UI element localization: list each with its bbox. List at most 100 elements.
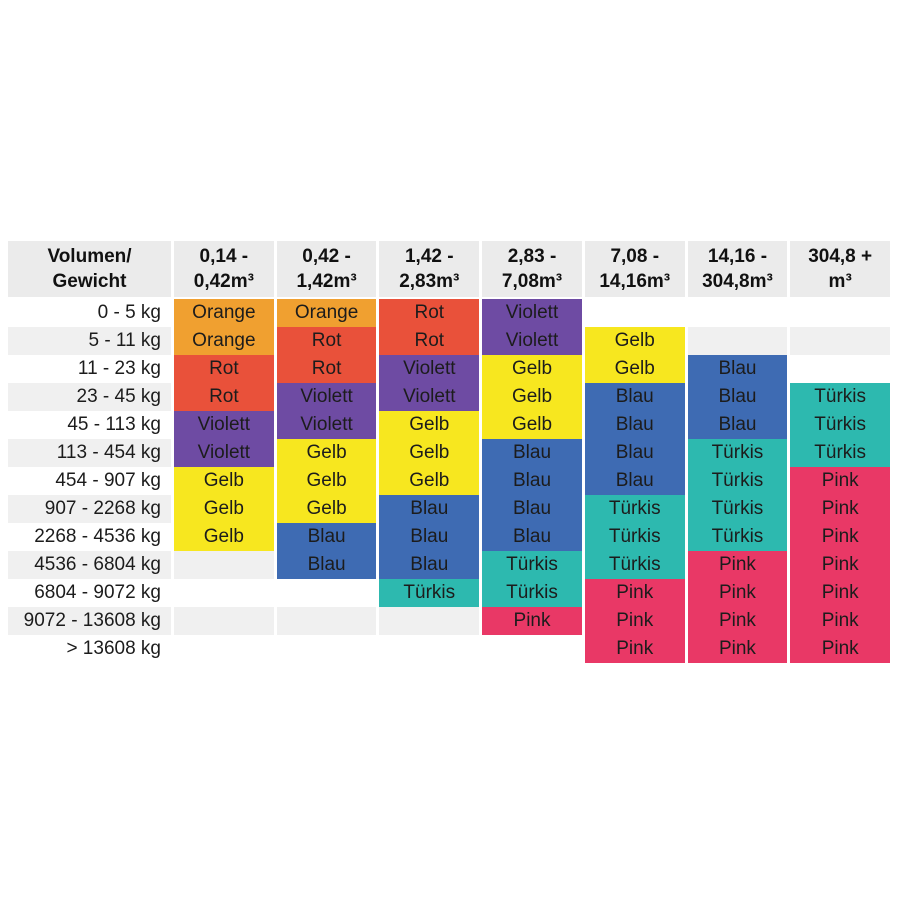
empty-cell	[379, 607, 480, 635]
empty-cell	[174, 607, 274, 635]
color-cell: Blau	[687, 411, 788, 439]
empty-cell	[379, 635, 480, 663]
color-cell: Blau	[482, 439, 582, 467]
empty-cell	[687, 327, 788, 355]
color-cell: Violett	[174, 439, 274, 467]
color-cell: Pink	[790, 579, 891, 607]
weight-label: 2268 - 4536 kg	[8, 523, 171, 551]
volume-header: 0,42 - 1,42m³	[276, 241, 377, 297]
color-cell: Türkis	[379, 579, 480, 607]
weight-label: 23 - 45 kg	[8, 383, 171, 411]
color-cell: Rot	[276, 327, 377, 355]
color-cell: Türkis	[482, 579, 582, 607]
color-cell: Blau	[584, 467, 685, 495]
table-row: 907 - 2268 kg Gelb Gelb Blau Blau Türkis Türki…	[8, 495, 891, 523]
color-cell: Gelb	[379, 467, 480, 495]
empty-cell	[276, 579, 377, 607]
color-cell: Rot	[379, 299, 480, 327]
table-row: 113 - 454 kg Violett Gelb Gelb Blau Blau Türki…	[8, 439, 891, 467]
color-cell: Gelb	[276, 495, 377, 523]
color-cell: Blau	[482, 467, 582, 495]
color-cell: Türkis	[790, 383, 891, 411]
color-cell: Gelb	[482, 411, 582, 439]
color-cell: Türkis	[687, 523, 788, 551]
weight-label: 4536 - 6804 kg	[8, 551, 171, 579]
table-row: 454 - 907 kg Gelb Gelb Gelb Blau Blau Türkis Pi…	[8, 467, 891, 495]
volume-header: 7,08 - 14,16m³	[584, 241, 685, 297]
color-cell: Türkis	[584, 523, 685, 551]
color-cell: Orange	[276, 299, 377, 327]
table-row: 0 - 5 kg Orange Orange Rot Violett	[8, 299, 891, 327]
color-cell: Gelb	[174, 523, 274, 551]
color-cell: Blau	[584, 439, 685, 467]
table-row: 2268 - 4536 kg Gelb Blau Blau Blau Türkis Türk…	[8, 523, 891, 551]
color-cell: Türkis	[687, 495, 788, 523]
color-cell: Violett	[379, 383, 480, 411]
color-cell: Türkis	[687, 467, 788, 495]
color-cell: Violett	[276, 411, 377, 439]
table-row: 9072 - 13608 kg Pink Pink Pink Pink	[8, 607, 891, 635]
table-row: 5 - 11 kg Orange Rot Rot Violett Gelb	[8, 327, 891, 355]
weight-label: 0 - 5 kg	[8, 299, 171, 327]
color-cell: Türkis	[482, 551, 582, 579]
table-row: 4536 - 6804 kg Blau Blau Türkis Türkis Pink Pi…	[8, 551, 891, 579]
weight-label: 5 - 11 kg	[8, 327, 171, 355]
color-cell: Rot	[276, 355, 377, 383]
color-cell: Blau	[379, 523, 480, 551]
color-cell: Gelb	[276, 467, 377, 495]
color-cell: Rot	[379, 327, 480, 355]
corner-header: Volumen/ Gewicht	[8, 241, 171, 297]
color-cell: Pink	[687, 551, 788, 579]
color-cell: Gelb	[174, 495, 274, 523]
color-cell: Gelb	[584, 355, 685, 383]
color-cell: Blau	[379, 551, 480, 579]
table-row: > 13608 kg Pink Pink Pink	[8, 635, 891, 663]
color-cell: Blau	[276, 551, 377, 579]
color-cell: Pink	[687, 635, 788, 663]
color-cell: Blau	[584, 411, 685, 439]
color-cell: Pink	[584, 607, 685, 635]
color-cell: Pink	[482, 607, 582, 635]
color-cell: Pink	[584, 635, 685, 663]
color-cell: Türkis	[790, 439, 891, 467]
color-cell: Blau	[584, 383, 685, 411]
color-cell: Pink	[584, 579, 685, 607]
color-cell: Blau	[482, 523, 582, 551]
empty-cell	[174, 551, 274, 579]
volume-weight-table: Volumen/ Gewicht 0,14 - 0,42m³ 0,42 - 1,4…	[8, 241, 891, 663]
color-cell: Violett	[482, 327, 582, 355]
color-cell: Türkis	[584, 495, 685, 523]
volume-header: 2,83 - 7,08m³	[482, 241, 582, 297]
weight-label: 113 - 454 kg	[8, 439, 171, 467]
color-cell: Violett	[276, 383, 377, 411]
color-cell: Gelb	[379, 439, 480, 467]
color-cell: Pink	[790, 635, 891, 663]
color-cell: Türkis	[687, 439, 788, 467]
color-cell: Gelb	[584, 327, 685, 355]
color-cell: Gelb	[276, 439, 377, 467]
weight-label: 454 - 907 kg	[8, 467, 171, 495]
color-cell: Blau	[687, 383, 788, 411]
volume-header: 14,16 - 304,8m³	[687, 241, 788, 297]
volume-header: 1,42 - 2,83m³	[379, 241, 480, 297]
color-cell: Orange	[174, 299, 274, 327]
empty-cell	[790, 327, 891, 355]
empty-cell	[174, 635, 274, 663]
table-row: 6804 - 9072 kg Türkis Türkis Pink Pink Pink	[8, 579, 891, 607]
empty-cell	[482, 635, 582, 663]
color-cell: Blau	[276, 523, 377, 551]
color-cell: Pink	[687, 579, 788, 607]
volume-header: 304,8 + m³	[790, 241, 891, 297]
header-row: Volumen/ Gewicht 0,14 - 0,42m³ 0,42 - 1,4…	[8, 241, 891, 297]
weight-label: 9072 - 13608 kg	[8, 607, 171, 635]
empty-cell	[687, 299, 788, 327]
weight-label: 907 - 2268 kg	[8, 495, 171, 523]
color-cell: Pink	[790, 551, 891, 579]
table-row: 45 - 113 kg Violett Violett Gelb Gelb Blau Bla…	[8, 411, 891, 439]
color-cell: Türkis	[584, 551, 685, 579]
color-cell: Pink	[790, 523, 891, 551]
color-cell: Türkis	[790, 411, 891, 439]
color-cell: Gelb	[174, 467, 274, 495]
weight-label: > 13608 kg	[8, 635, 171, 663]
